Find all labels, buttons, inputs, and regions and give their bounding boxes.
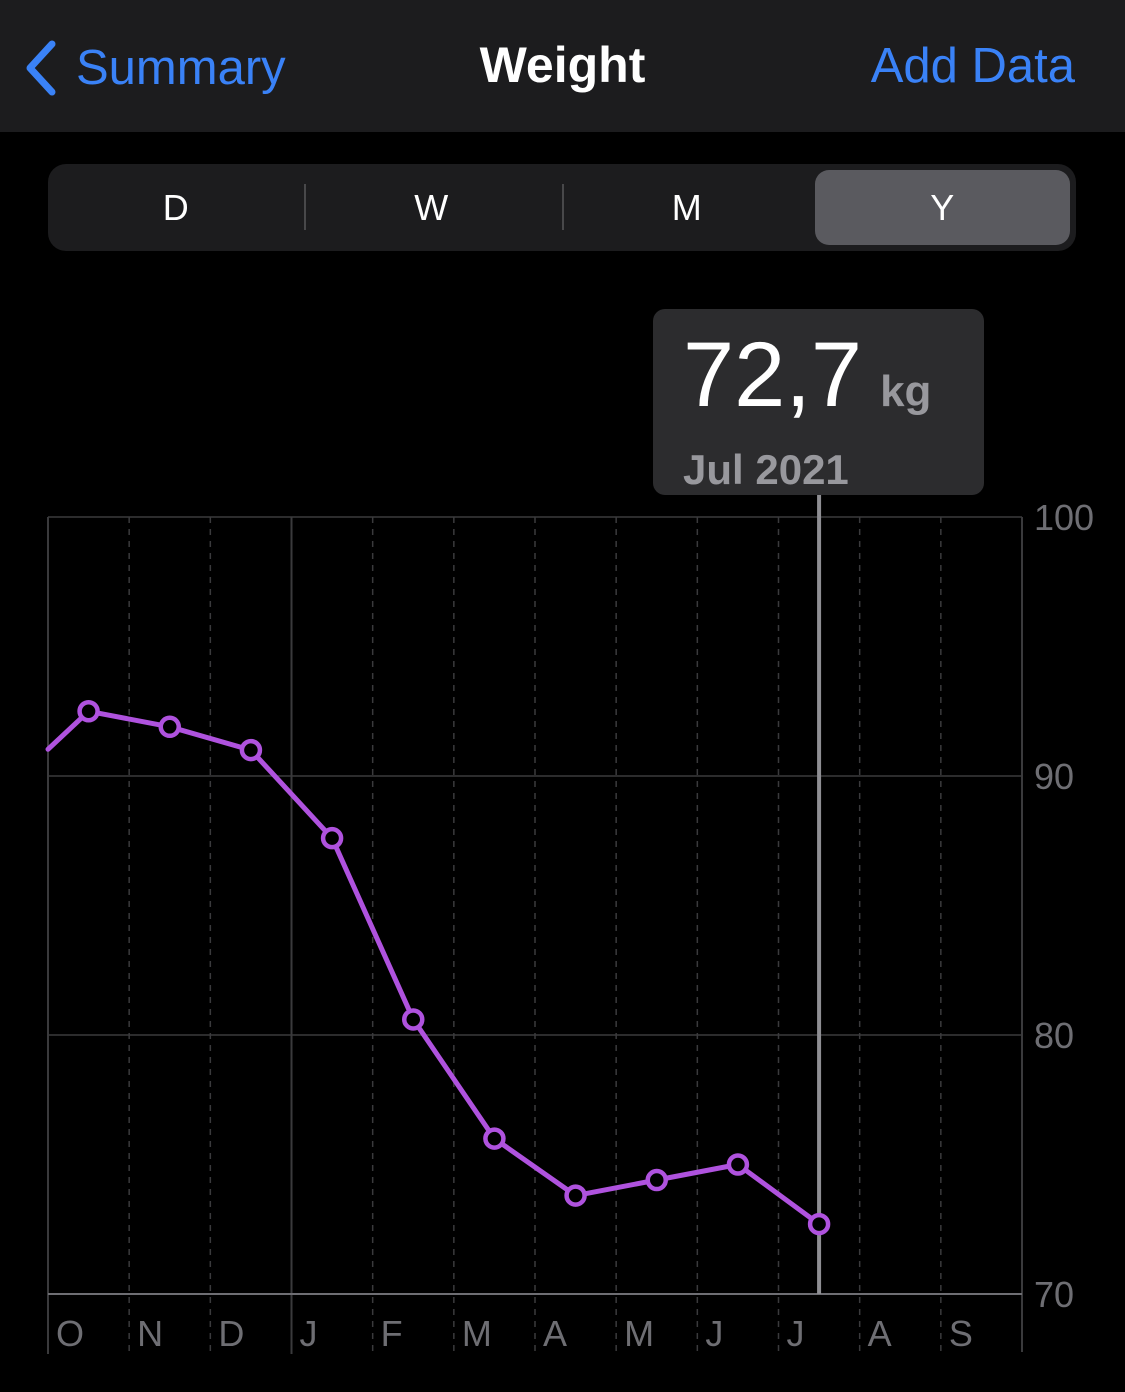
x-tick-label: N [137, 1313, 163, 1354]
x-tick-label: J [787, 1313, 805, 1354]
segment-day[interactable]: D [162, 186, 189, 228]
y-tick-label: 70 [1034, 1274, 1074, 1315]
x-tick-label: A [543, 1313, 567, 1354]
segment-year[interactable]: Y [814, 170, 1070, 245]
x-tick-label: M [462, 1313, 492, 1354]
data-point [726, 1153, 750, 1176]
data-point [402, 1008, 425, 1031]
tooltip-value: 72,7 [683, 324, 863, 426]
back-button[interactable]: Summary [24, 28, 286, 108]
data-point [645, 1168, 668, 1192]
tooltip-value-line: 72,7 kg [683, 329, 931, 421]
data-point [158, 715, 181, 739]
chevron-left-icon [26, 40, 56, 96]
x-tick-label: D [218, 1313, 244, 1354]
page-title: Weight [479, 37, 646, 93]
data-point [239, 738, 263, 762]
segment-month[interactable]: M [671, 186, 702, 228]
series-line [45, 708, 822, 1227]
data-point [807, 1212, 831, 1236]
y-tick-label: 90 [1034, 756, 1074, 797]
x-tick-label: S [949, 1313, 973, 1354]
segment-week[interactable]: W [414, 186, 449, 228]
x-tick-label: M [624, 1313, 654, 1354]
data-point [320, 826, 344, 850]
back-label: Summary [76, 40, 286, 95]
navigation-bar: Summary Weight Add Data [0, 0, 1125, 132]
x-tick-label: J [705, 1313, 723, 1354]
segment-divider [304, 184, 306, 230]
data-point [77, 700, 100, 723]
add-data-button[interactable]: Add Data [870, 39, 1075, 93]
segment-divider [562, 184, 564, 230]
x-tick-label: O [56, 1313, 84, 1354]
x-tick-label: F [381, 1313, 403, 1354]
data-point [564, 1184, 587, 1207]
x-tick-label: J [300, 1313, 318, 1354]
tooltip-unit: kg [880, 367, 932, 416]
tooltip-date: Jul 2021 [683, 446, 849, 493]
y-tick-label: 100 [1034, 497, 1094, 538]
y-tick-label: 80 [1034, 1015, 1074, 1056]
time-range-segmented-control: D W M Y [48, 164, 1076, 251]
data-point [483, 1127, 506, 1150]
selection-tooltip: 72,7 kg Jul 2021 [653, 309, 984, 495]
x-tick-label: A [868, 1313, 892, 1354]
